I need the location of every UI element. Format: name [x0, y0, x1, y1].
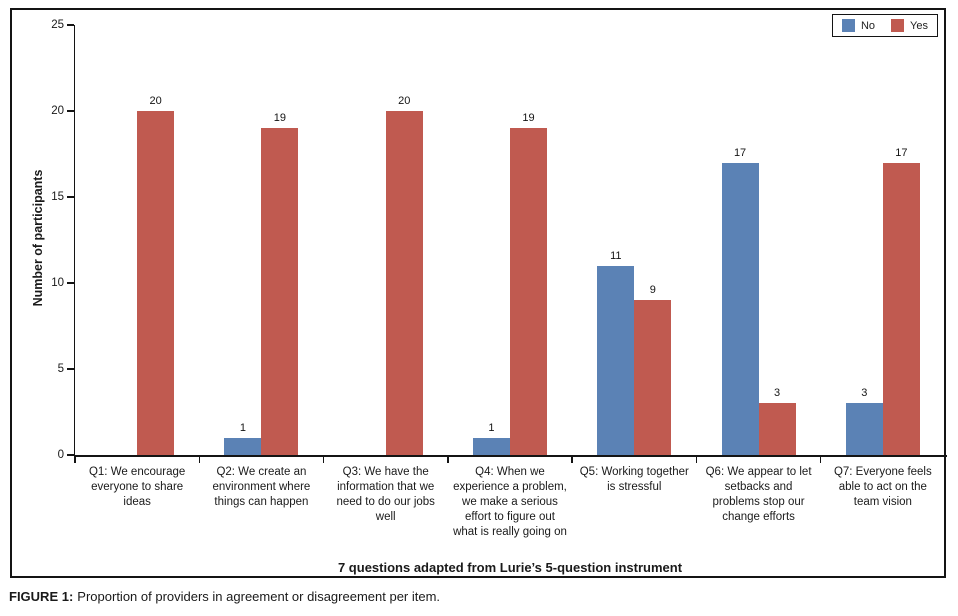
- y-axis-tick: [67, 454, 74, 456]
- figure-caption-label: FIGURE 1:: [9, 589, 74, 604]
- x-axis-tick: [447, 457, 449, 463]
- x-axis-category-label: Q2: We create an environment where thing…: [199, 465, 323, 510]
- legend-item-no: No: [841, 19, 876, 32]
- y-axis-tick: [67, 196, 74, 198]
- bar-yes: 19: [509, 112, 547, 455]
- y-axis-tick: [67, 110, 74, 112]
- figure-caption: FIGURE 1: Proportion of providers in agre…: [9, 589, 440, 604]
- x-axis-category-label: Q7: Everyone feels able to act on the te…: [821, 465, 945, 510]
- legend-swatch-no: [841, 19, 855, 32]
- category-group: 11 9: [572, 25, 696, 455]
- y-axis-tick-label: 25: [51, 19, 64, 31]
- y-axis-tick-label: 15: [51, 191, 64, 203]
- x-axis-category-label-text: Q1: We encourage everyone to share ideas: [88, 466, 186, 508]
- x-axis-category-label-text: Q4: When we experience a problem, we mak…: [453, 466, 567, 538]
- bar-yes: 19: [261, 112, 299, 455]
- bar-value-label: 17: [895, 146, 908, 159]
- x-axis-tick: [819, 457, 822, 463]
- legend-label: Yes: [910, 19, 928, 32]
- legend-swatch-yes: [891, 19, 905, 32]
- x-axis-category-label-text: Q5: Working together is stressful: [579, 466, 689, 493]
- x-axis-tick: [944, 457, 946, 463]
- bar-no: 1: [224, 422, 262, 455]
- x-axis-category-label-text: Q2: We create an environment where thing…: [212, 466, 311, 508]
- x-axis-category-label: Q4: When we experience a problem, we mak…: [448, 465, 572, 540]
- x-axis-category-label-text: Q3: We have the information that we need…: [336, 466, 435, 523]
- category-group: 17 3: [696, 25, 820, 455]
- bar-value-label: 1: [488, 421, 495, 434]
- bar-yes: 20: [137, 95, 175, 455]
- x-axis-line: [73, 455, 947, 457]
- bar-value-label: 17: [733, 146, 747, 159]
- x-axis-tick: [74, 457, 76, 463]
- y-axis-tick: [67, 368, 74, 370]
- bar-no: 1: [472, 422, 510, 455]
- bar-value-label: 19: [522, 112, 535, 125]
- plot-area: 0 5 10 15 20 25 20 1 19 20 1 19 11 9 17 3 3 17: [51, 19, 947, 463]
- chart-legend: No Yes: [831, 14, 938, 37]
- bar-value-label: 9: [649, 284, 656, 297]
- x-axis-category-label: Q6: We appear to let setbacks and proble…: [696, 465, 820, 525]
- x-axis-category-label-text: Q7: Everyone feels able to act on the te…: [833, 466, 932, 508]
- y-axis-tick: [67, 24, 74, 26]
- y-axis-tick-label: 5: [57, 363, 64, 375]
- chart-container: No Yes Number of participants 0 5 10 15 20 25 2…: [10, 8, 947, 578]
- x-axis-category-label: Q3: We have the information that we need…: [324, 465, 448, 525]
- x-axis-title: 7 questions adapted from Lurie’s 5-quest…: [337, 560, 683, 575]
- x-axis-tick: [322, 457, 325, 463]
- y-axis-tick: [67, 282, 74, 284]
- category-group: 1 19: [199, 25, 323, 455]
- x-axis-tick: [571, 457, 573, 463]
- bar-value-label: 19: [273, 112, 287, 125]
- y-axis-tick-label: 0: [57, 449, 64, 461]
- bar-no: 11: [597, 250, 635, 455]
- category-group: 1 19: [448, 25, 572, 455]
- figure-caption-text: Proportion of providers in agreement or …: [77, 589, 441, 604]
- category-group: 3 17: [821, 25, 945, 455]
- x-axis-tick: [695, 457, 698, 463]
- bar-yes: 9: [634, 284, 672, 455]
- bar-yes: 17: [882, 147, 920, 455]
- y-axis-line: [73, 25, 75, 455]
- bar-value-label: 20: [149, 95, 162, 107]
- legend-label: No: [860, 19, 876, 32]
- bar-value-label: 3: [774, 387, 781, 400]
- y-axis-tick-label: 20: [51, 105, 64, 117]
- y-axis-tick-label: 10: [51, 277, 64, 289]
- category-group: 20: [324, 25, 448, 455]
- bar-yes: 3: [758, 387, 796, 455]
- bar-no: 17: [721, 147, 759, 455]
- category-group: 20: [75, 25, 199, 455]
- x-axis-category-label: Q5: Working together is stressful: [572, 465, 696, 495]
- bar-value-label: 20: [398, 95, 411, 107]
- x-axis-category-label: Q1: We encourage everyone to share ideas: [75, 465, 199, 510]
- bar-value-label: 11: [610, 249, 622, 262]
- x-axis-tick: [198, 457, 201, 463]
- bar-yes: 20: [385, 95, 423, 455]
- bar-value-label: 1: [239, 421, 246, 434]
- bar-value-label: 3: [861, 387, 868, 400]
- legend-item-yes: Yes: [891, 19, 928, 32]
- bar-no: 3: [845, 387, 883, 455]
- x-axis-category-label-text: Q6: We appear to let setbacks and proble…: [705, 466, 812, 523]
